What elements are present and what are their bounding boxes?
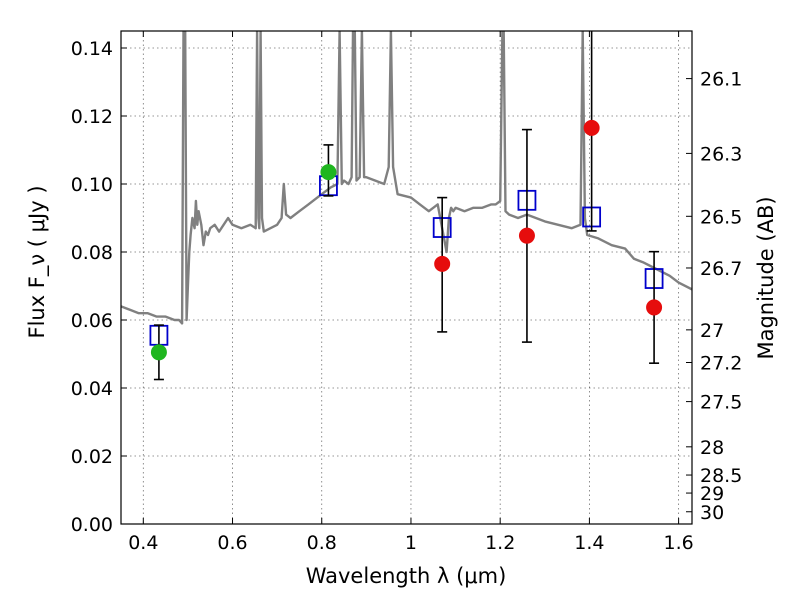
y-right-tick-label: 27.2 [700, 353, 742, 375]
y-right-tick-label: 26.7 [700, 258, 742, 280]
y-tick-label: 0.04 [71, 378, 113, 400]
y-tick-label: 0.12 [71, 106, 113, 128]
observed-point [583, 119, 600, 136]
x-axis-label: Wavelength λ (μm) [306, 564, 507, 588]
y-tick-label: 0.00 [71, 514, 113, 536]
y-right-tick-label: 30 [700, 502, 724, 524]
y-axis-label: Flux F_ν ( μJy ) [25, 185, 50, 338]
x-tick-label: 0.6 [217, 532, 247, 554]
x-tick-label: 0.4 [128, 532, 158, 554]
y-right-tick-label: 28.5 [700, 465, 742, 487]
y-right-tick-label: 29 [700, 483, 724, 505]
y-tick-label: 0.02 [71, 446, 113, 468]
observed-point [434, 255, 451, 272]
y-right-tick-label: 27.5 [700, 392, 742, 414]
x-tick-label: 0.8 [307, 532, 337, 554]
y-tick-label: 0.06 [71, 310, 113, 332]
observed-point [150, 344, 167, 361]
observed-point [320, 164, 337, 181]
y-tick-label: 0.10 [71, 174, 113, 196]
plot-area [121, 31, 692, 325]
observed-point [518, 227, 535, 244]
y-axis-right-label: Magnitude (AB) [754, 196, 778, 359]
y-tick-label: 0.14 [71, 38, 113, 60]
y-right-tick-label: 26.3 [700, 143, 742, 165]
y-right-tick-label: 28 [700, 437, 724, 459]
x-tick-label: 1.2 [485, 532, 515, 554]
x-tick-label: 1 [405, 532, 417, 554]
observed-point [646, 299, 663, 316]
y-right-tick-label: 27 [700, 320, 724, 342]
y-right-tick-label: 26.5 [700, 206, 742, 228]
y-tick-label: 0.08 [71, 242, 113, 264]
x-tick-label: 1.6 [664, 532, 694, 554]
grid [121, 31, 692, 525]
x-tick-label: 1.4 [574, 532, 604, 554]
axes: 0.4 0.6 0.8 1 1.2 1.4 1.6 0.00 0.02 0.04 0.06 0.08 0… [71, 31, 742, 554]
markers [149, 31, 664, 381]
plot-frame [120, 30, 693, 525]
model-spectrum-line [121, 31, 692, 325]
y-right-tick-label: 26.1 [700, 69, 742, 91]
